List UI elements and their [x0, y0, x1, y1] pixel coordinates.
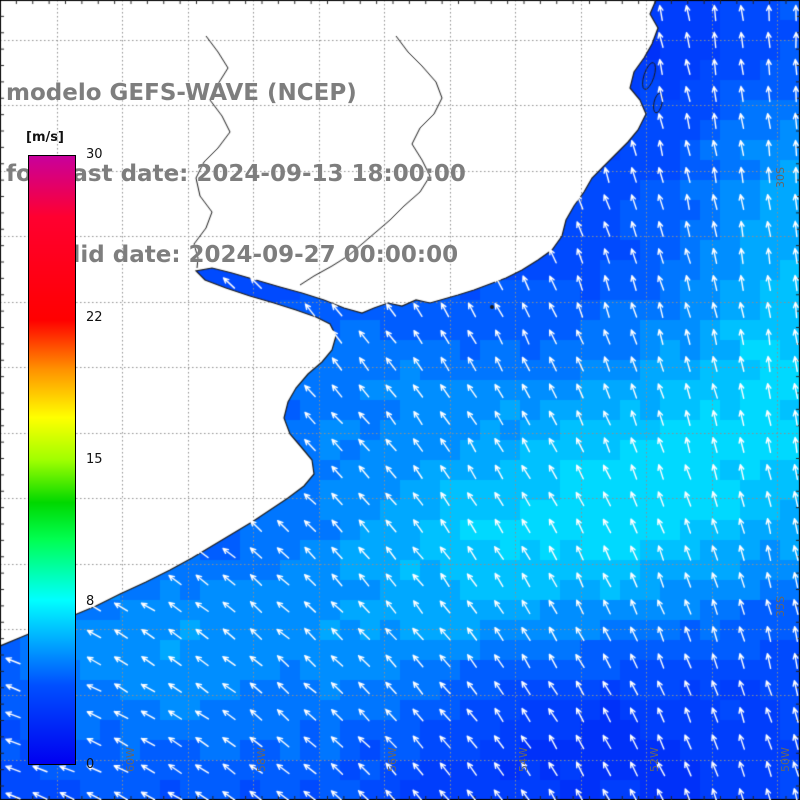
lon-axis-label-58w: 58W	[255, 747, 268, 772]
colorbar-tick-30: 30	[86, 147, 103, 162]
model-name: modelo GEFS-WAVE (NCEP)	[6, 80, 357, 106]
valid-date: valid date: 2024-09-27 00:00:00	[42, 242, 459, 268]
lon-axis-label-54w: 54W	[517, 747, 530, 772]
colorbar-tick-22: 22	[86, 310, 103, 325]
colorbar-tick-0: 0	[86, 757, 95, 772]
colorbar-gradient	[28, 155, 76, 765]
lon-axis-label-50w: 50W	[779, 747, 792, 772]
lon-axis-label-60w: 60W	[124, 747, 137, 772]
lat-axis-label-35s: 35S	[774, 596, 787, 617]
lon-axis-label-56w: 56W	[386, 747, 399, 772]
colorbar-tick-8: 8	[86, 594, 95, 609]
colorbar-unit-label: [m/s]	[26, 130, 64, 145]
lat-axis-label-30s: 30S	[774, 167, 787, 188]
colorbar-tick-15: 15	[86, 452, 103, 467]
lon-axis-label-52w: 52W	[648, 747, 661, 772]
